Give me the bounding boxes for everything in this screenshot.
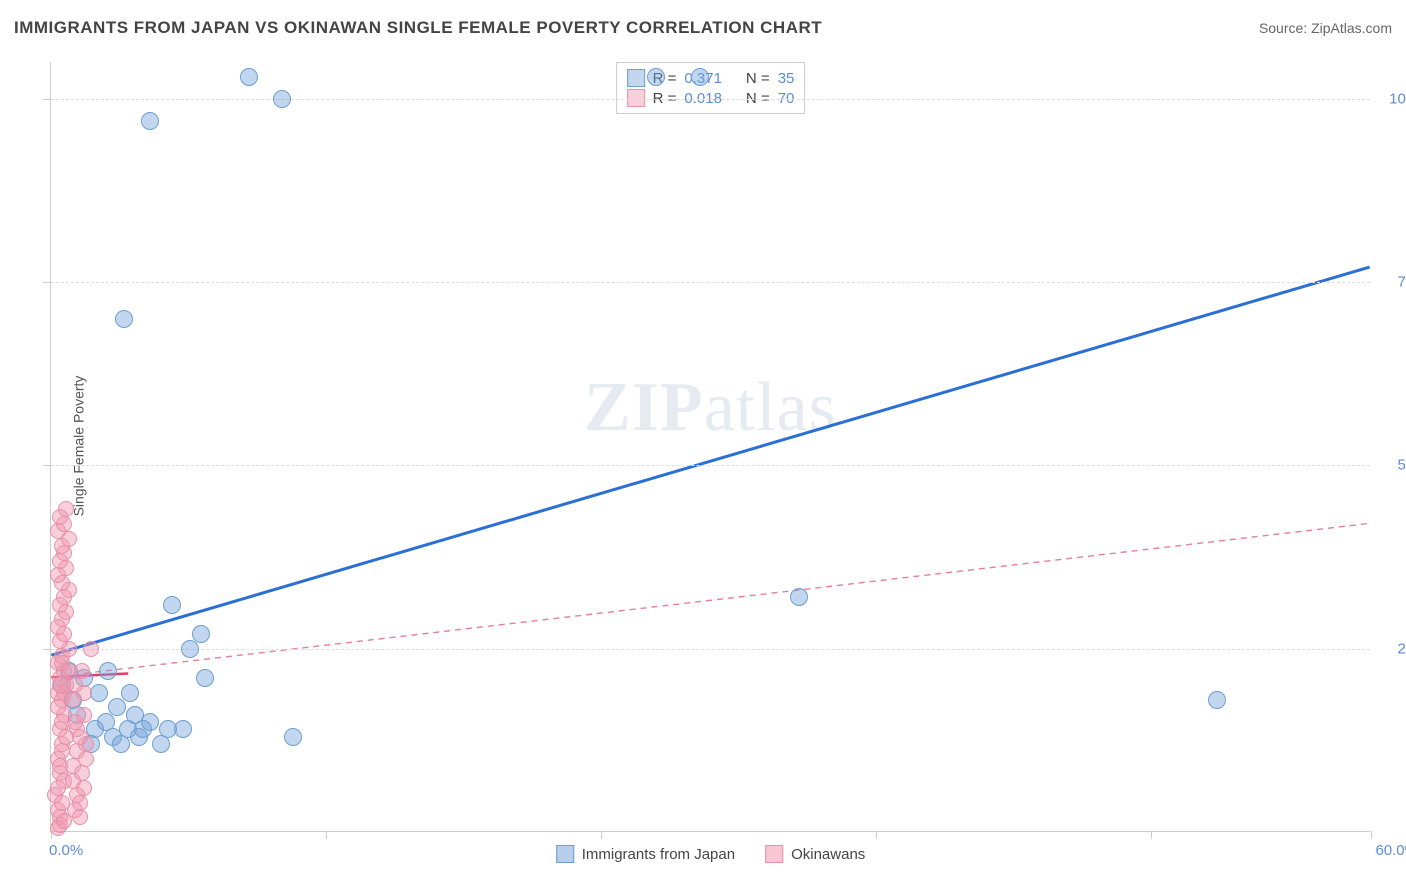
data-point: [78, 751, 94, 767]
data-point: [83, 641, 99, 657]
trend-line: [51, 267, 1369, 655]
data-point: [58, 501, 74, 517]
legend-swatch: [765, 845, 783, 863]
plot-area: ZIPatlas R =0.371N =35R =0.018N =70 Immi…: [50, 62, 1370, 832]
data-point: [1208, 691, 1226, 709]
data-point: [74, 663, 90, 679]
data-point: [108, 698, 126, 716]
chart-header: IMMIGRANTS FROM JAPAN VS OKINAWAN SINGLE…: [14, 18, 1392, 38]
watermark: ZIPatlas: [584, 368, 837, 448]
y-tick-label: 75.0%: [1380, 274, 1406, 291]
series-legend-item: Okinawans: [765, 845, 865, 863]
data-point: [72, 809, 88, 825]
data-point: [134, 720, 152, 738]
gridline-horizontal: [51, 99, 1370, 100]
series-legend: Immigrants from Japan Okinawans: [556, 845, 866, 863]
data-point: [284, 728, 302, 746]
x-tick-mark: [876, 831, 877, 839]
data-point: [99, 662, 117, 680]
data-point: [115, 310, 133, 328]
data-point: [790, 588, 808, 606]
y-tick-mark: [43, 282, 51, 283]
y-tick-label: 25.0%: [1380, 640, 1406, 657]
watermark-bold: ZIP: [584, 369, 704, 446]
data-point: [174, 720, 192, 738]
data-point: [196, 669, 214, 687]
trend-lines-layer: [51, 62, 1370, 831]
gridline-horizontal: [51, 649, 1370, 650]
data-point: [72, 795, 88, 811]
source-label: Source: ZipAtlas.com: [1259, 20, 1392, 36]
x-tick-mark: [326, 831, 327, 839]
data-point: [76, 780, 92, 796]
y-tick-label: 100.0%: [1380, 90, 1406, 107]
data-point: [76, 685, 92, 701]
data-point: [647, 68, 665, 86]
data-point: [163, 596, 181, 614]
data-point: [72, 729, 88, 745]
data-point: [52, 677, 68, 693]
y-tick-mark: [43, 99, 51, 100]
data-point: [54, 743, 70, 759]
x-tick-label-max: 60.0%: [1375, 842, 1406, 859]
correlation-stats-legend: R =0.371N =35R =0.018N =70: [616, 62, 806, 114]
series-legend-label: Immigrants from Japan: [582, 846, 735, 863]
legend-swatch: [556, 845, 574, 863]
series-legend-item: Immigrants from Japan: [556, 845, 735, 863]
x-tick-mark: [601, 831, 602, 839]
watermark-light: atlas: [704, 369, 837, 446]
data-point: [50, 699, 66, 715]
data-point: [121, 684, 139, 702]
data-point: [50, 780, 66, 796]
stat-n-label: N =: [746, 70, 770, 87]
gridline-horizontal: [51, 282, 1370, 283]
data-point: [90, 684, 108, 702]
series-legend-label: Okinawans: [791, 846, 865, 863]
trend-line: [51, 523, 1369, 677]
data-point: [67, 714, 83, 730]
data-point: [691, 68, 709, 86]
data-point: [54, 655, 70, 671]
chart-title: IMMIGRANTS FROM JAPAN VS OKINAWAN SINGLE…: [14, 18, 822, 38]
gridline-horizontal: [51, 465, 1370, 466]
x-tick-mark: [1151, 831, 1152, 839]
legend-swatch: [627, 69, 645, 87]
x-tick-label-min: 0.0%: [49, 842, 83, 859]
data-point: [240, 68, 258, 86]
y-tick-mark: [43, 649, 51, 650]
data-point: [159, 720, 177, 738]
x-tick-mark: [1371, 831, 1372, 839]
data-point: [181, 640, 199, 658]
data-point: [74, 765, 90, 781]
data-point: [273, 90, 291, 108]
stat-n-value: 35: [778, 70, 795, 87]
y-tick-mark: [43, 465, 51, 466]
data-point: [141, 112, 159, 130]
y-tick-label: 50.0%: [1380, 457, 1406, 474]
